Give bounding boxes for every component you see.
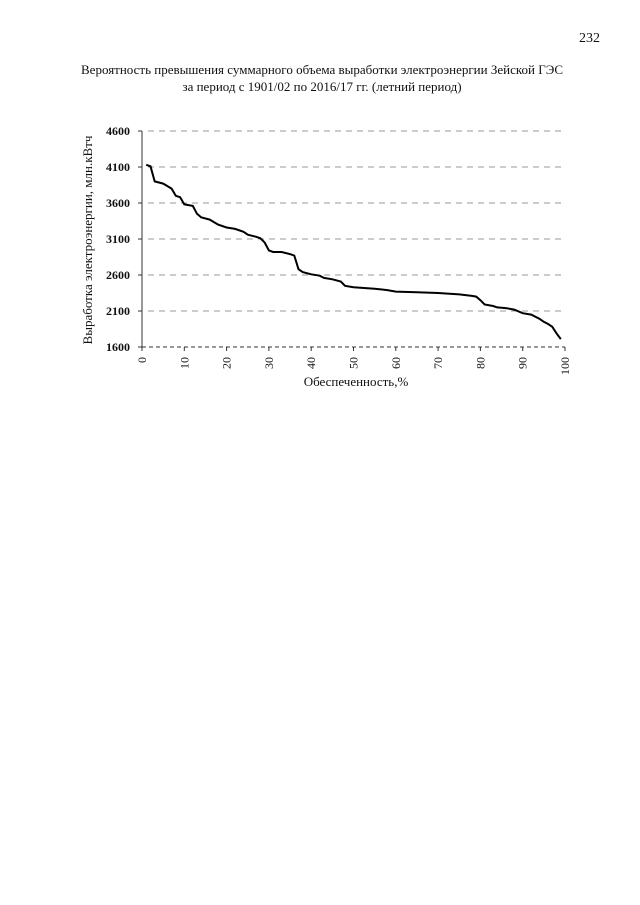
y-tick-label: 1600: [106, 340, 130, 354]
y-tick-label: 3600: [106, 196, 130, 210]
x-tick-label: 100: [558, 357, 572, 375]
y-tick-label: 2600: [106, 268, 130, 282]
x-tick-label: 90: [516, 357, 530, 369]
x-tick-label: 70: [431, 357, 445, 369]
x-tick-label: 40: [304, 357, 318, 369]
chart-title: за период с 1901/02 по 2016/17 гг. (летн…: [182, 79, 461, 94]
y-axis-label: Выработка электроэнергии, млн.кВтч: [80, 135, 95, 344]
x-tick-label: 30: [262, 357, 276, 369]
x-axis-label: Обеспеченность,%: [304, 374, 409, 389]
x-tick-label: 60: [389, 357, 403, 369]
x-tick-label: 20: [220, 357, 234, 369]
y-tick-label: 4100: [106, 160, 130, 174]
x-tick-label: 50: [347, 357, 361, 369]
y-tick-label: 3100: [106, 232, 130, 246]
chart-title: Вероятность превышения суммарного объема…: [81, 62, 563, 77]
x-tick-label: 10: [177, 357, 191, 369]
data-line: [145, 163, 562, 340]
page-number: 232: [579, 31, 600, 46]
x-tick-label: 80: [473, 357, 487, 369]
y-tick-label: 4600: [106, 124, 130, 138]
y-tick-label: 2100: [106, 304, 130, 318]
x-tick-label: 0: [135, 357, 149, 363]
